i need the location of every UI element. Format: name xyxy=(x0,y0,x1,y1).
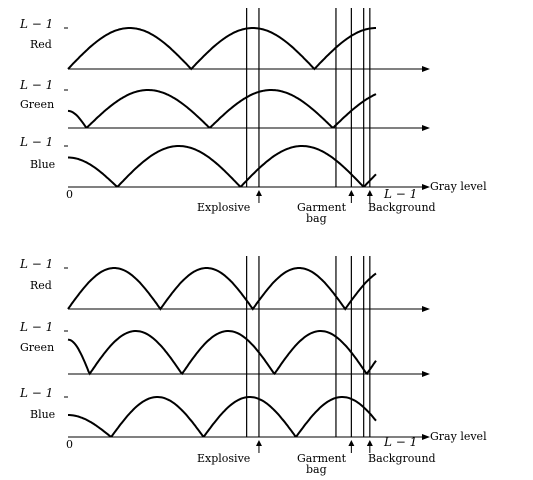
top-blue-curve xyxy=(68,145,377,188)
top-garment-label: Garment xyxy=(297,201,347,214)
bottom-red-curve xyxy=(67,267,377,311)
top-panel: L − 1 Red L − 1 Green L − 1 Blue 0 L − 1… xyxy=(19,8,487,225)
top-pointer-arrowhead xyxy=(348,190,355,196)
top-red-lmax-label: L − 1 xyxy=(19,17,53,31)
top-origin-label: 0 xyxy=(66,188,73,201)
bottom-pointer-arrowhead xyxy=(255,440,262,446)
top-green-lmax-label: L − 1 xyxy=(19,78,53,92)
bottom-blue-axis-arrow xyxy=(422,434,430,440)
top-axis-lmax-label: L − 1 xyxy=(383,187,417,201)
bottom-red-lmax-label: L − 1 xyxy=(19,257,53,271)
bottom-green-axis-arrow xyxy=(422,371,430,377)
top-blue-lmax-label: L − 1 xyxy=(19,135,53,149)
top-green-curve xyxy=(67,89,377,129)
bottom-axis-lmax-label: L − 1 xyxy=(383,435,417,449)
bottom-blue-curve xyxy=(68,396,377,438)
bottom-green-label: Green xyxy=(20,341,54,354)
bottom-gray-level-label: Gray level xyxy=(430,430,487,443)
top-red-label: Red xyxy=(30,38,52,51)
bottom-red-label: Red xyxy=(30,279,52,292)
bottom-pointer-arrowhead xyxy=(348,440,355,446)
top-pointer-arrowhead xyxy=(255,190,262,196)
bottom-plot xyxy=(64,256,430,453)
bottom-blue-label: Blue xyxy=(30,408,55,421)
bottom-green-lmax-label: L − 1 xyxy=(19,320,53,334)
top-green-label: Green xyxy=(20,98,54,111)
bottom-blue-lmax-label: L − 1 xyxy=(19,386,53,400)
bottom-panel: L − 1 Red L − 1 Green L − 1 Blue 0 L − 1… xyxy=(19,256,487,476)
top-blue-axis-arrow xyxy=(422,184,430,190)
top-green-axis-arrow xyxy=(422,125,430,131)
top-plot xyxy=(64,8,430,203)
bottom-garment-label: Garment xyxy=(297,452,347,465)
top-explosive-label: Explosive xyxy=(197,201,250,214)
bottom-red-axis-arrow xyxy=(422,306,430,312)
bottom-background-label: Background xyxy=(368,452,436,465)
top-bag-label: bag xyxy=(306,212,327,225)
top-pointer-arrowhead xyxy=(366,190,373,196)
top-blue-label: Blue xyxy=(30,158,55,171)
bottom-green-curve xyxy=(67,330,377,376)
bottom-pointer-arrowhead xyxy=(366,440,373,446)
bottom-origin-label: 0 xyxy=(66,438,73,451)
top-red-curve xyxy=(67,27,376,71)
top-red-axis-arrow xyxy=(422,66,430,72)
bottom-bag-label: bag xyxy=(306,463,327,476)
bottom-explosive-label: Explosive xyxy=(197,452,250,465)
top-background-label: Background xyxy=(368,201,436,214)
top-gray-level-label: Gray level xyxy=(430,180,487,193)
